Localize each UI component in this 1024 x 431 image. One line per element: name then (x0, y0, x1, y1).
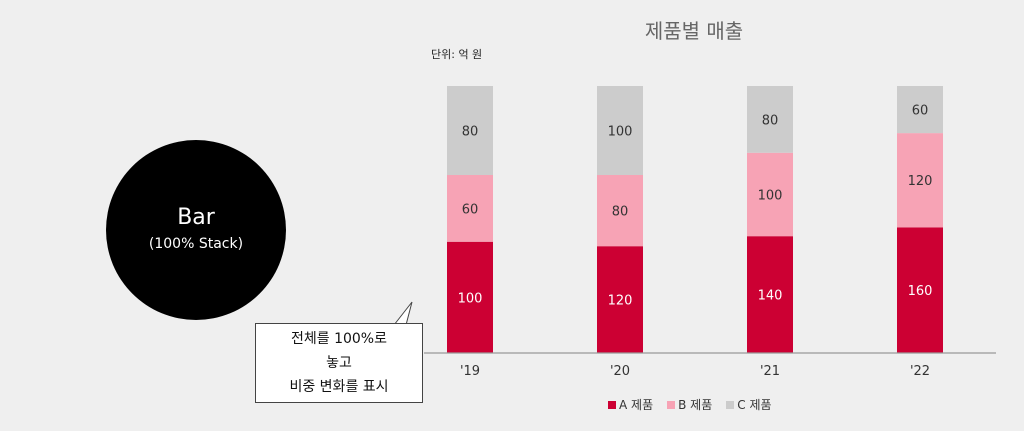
data-label-a-2: 140 (758, 289, 783, 304)
data-label-b-1: 80 (612, 205, 629, 220)
x-tick-label-2: '21 (760, 364, 780, 379)
bar-segment-b-0 (447, 175, 493, 242)
data-label-a-0: 100 (458, 291, 483, 306)
data-label-b-2: 100 (758, 188, 783, 203)
x-tick-label-0: '19 (460, 364, 480, 379)
data-label-a-3: 160 (908, 284, 933, 299)
data-label-b-0: 60 (462, 202, 479, 217)
legend-swatch-b (667, 400, 676, 409)
data-label-c-3: 60 (912, 104, 929, 119)
bar-segment-c-3 (897, 86, 943, 134)
data-label-c-0: 80 (462, 125, 479, 140)
legend-label-b: B 제품 (678, 398, 713, 412)
callout-box: 전체를 100%로 놓고 비중 변화를 표시 (255, 323, 423, 403)
bar-segment-c-0 (447, 86, 493, 175)
data-label-c-2: 80 (762, 113, 779, 128)
legend-label-a: A 제품 (619, 398, 654, 412)
bar-segment-b-3 (897, 133, 943, 228)
callout-line-1: 전체를 100%로 (291, 331, 387, 347)
x-tick-label-1: '20 (610, 364, 630, 379)
legend-item-b: B 제품 (667, 396, 712, 413)
unit-label: 단위: 억 원 (431, 48, 482, 61)
bar-segment-c-1 (597, 86, 643, 175)
bar-segment-c-2 (747, 86, 793, 153)
chart-title: 제품별 매출 (645, 19, 743, 43)
bar-segment-a-1 (597, 246, 643, 353)
chart-type-badge: Bar (100% Stack) (106, 140, 286, 320)
bar-segment-b-2 (747, 152, 793, 237)
callout-line-3: 비중 변화를 표시 (289, 379, 389, 395)
x-tick-label-3: '22 (910, 364, 930, 379)
bar-segment-a-0 (447, 241, 493, 353)
badge-subtitle: (100% Stack) (148, 236, 244, 252)
bar-segment-b-1 (597, 175, 643, 247)
legend-label-c: C 제품 (737, 398, 772, 412)
bar-segment-a-2 (747, 236, 793, 353)
data-label-c-1: 100 (608, 125, 633, 140)
data-label-b-3: 120 (908, 174, 933, 189)
legend-swatch-c (726, 400, 735, 409)
data-label-a-1: 120 (608, 294, 633, 309)
legend-item-c: C 제품 (726, 396, 772, 413)
legend: A 제품 B 제품 C 제품 (608, 396, 772, 413)
legend-item-a: A 제품 (608, 396, 653, 413)
badge-title: Bar (177, 205, 215, 230)
bar-segment-a-3 (897, 227, 943, 353)
callout-line-2: 놓고 (326, 355, 352, 371)
legend-swatch-a (608, 400, 616, 409)
